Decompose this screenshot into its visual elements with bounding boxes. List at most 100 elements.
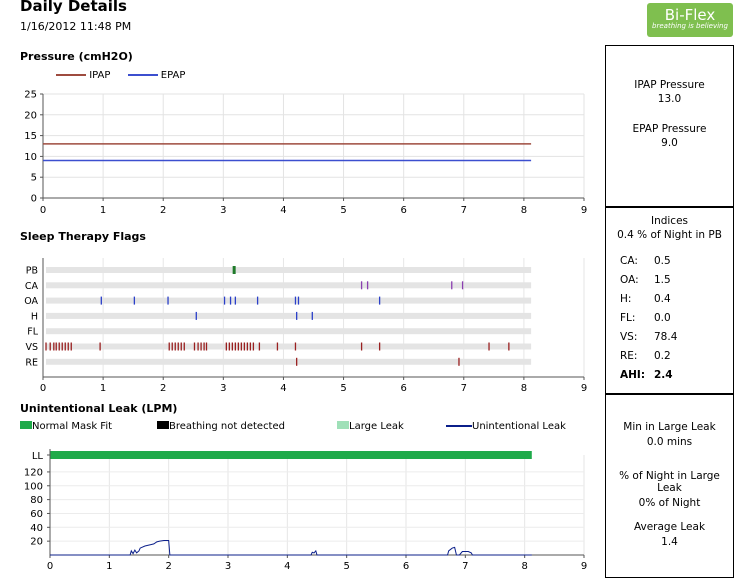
x-tick-label: 7: [462, 561, 468, 572]
x-tick-label: 3: [220, 205, 226, 216]
row-label-fl: FL: [27, 327, 38, 338]
index-value: 0.5: [654, 255, 671, 267]
legend-large-leak: Large Leak: [337, 421, 404, 432]
flag-event-oa: [234, 296, 237, 305]
y-tick-label: 5: [31, 173, 37, 184]
index-value: 78.4: [654, 331, 678, 343]
x-tick-label: 5: [343, 561, 349, 572]
flag-event-vs: [180, 342, 182, 351]
flag-event-vs: [99, 342, 101, 351]
y-tick-label: 20: [24, 110, 37, 121]
legend-unintentional-leak: Unintentional Leak: [446, 421, 566, 432]
logo-name: Bi-Flex: [664, 6, 716, 24]
flag-event-ca: [451, 281, 453, 290]
flag-event-oa: [223, 296, 226, 305]
flag-event-re: [296, 357, 298, 366]
index-row: FL: 0.0: [620, 312, 733, 324]
flag-event-vs: [177, 342, 179, 351]
ipap-legend-swatch: [56, 74, 86, 76]
row-band-oa: [46, 297, 532, 304]
normal-fit-swatch: [20, 421, 32, 429]
index-value: 0.0: [654, 312, 671, 324]
row-band-fl: [46, 328, 532, 335]
indices-panel: Indices 0.4 % of Night in PB CA: 0.5 OA: 1.…: [605, 206, 734, 395]
index-label: RE:: [620, 350, 638, 362]
indices-list: CA: 0.5 OA: 1.5 H: 0.4 FL: 0.0 VS: 78.4 RE: 0.2: [620, 255, 733, 362]
x-tick-label: 2: [160, 205, 166, 216]
row-band-h: [46, 312, 532, 319]
index-row: H: 0.4: [620, 293, 733, 305]
index-row: RE: 0.2: [620, 350, 733, 362]
flag-event-ca: [366, 281, 369, 290]
flag-event-vs: [225, 342, 227, 351]
pressure-summary-panel: IPAP Pressure 13.0 EPAP Pressure 9.0: [605, 45, 734, 207]
x-tick-label: 9: [581, 383, 587, 394]
y-tick-label: 0: [31, 194, 37, 205]
index-label: FL:: [620, 312, 636, 324]
index-value: 0.2: [654, 350, 671, 362]
flag-event-vs: [64, 342, 66, 351]
y-tick-label: 100: [24, 481, 43, 492]
index-row: OA: 1.5: [620, 274, 733, 286]
page-title: Daily Details: [20, 0, 127, 15]
flag-event-vs: [249, 342, 252, 351]
ipap-value: 13.0: [657, 93, 682, 105]
flag-event-vs: [55, 342, 57, 351]
x-tick-label: 4: [284, 561, 290, 572]
pb-percent: 0.4 % of Night in PB: [617, 229, 722, 241]
epap-legend-label: EPAP: [160, 70, 186, 81]
flag-event-re: [458, 357, 460, 366]
row-label-oa: OA: [24, 296, 38, 307]
flag-event-vs: [234, 342, 237, 351]
report-datetime: 1/16/2012 11:48 PM: [20, 20, 132, 33]
no-breath-swatch: [157, 421, 169, 429]
flag-event-ca: [360, 281, 363, 290]
legend-no-breath: Breathing not detected: [157, 421, 285, 432]
pressure-heading: Pressure (cmH2O): [20, 50, 133, 63]
unintentional-leak-line: [50, 539, 532, 556]
ahi-row: AHI: 2.4: [620, 369, 733, 381]
min-large-leak-label: Min in Large Leak: [623, 421, 716, 433]
flags-chart: PB CA OA H FL VS RE 0 1 2 3 4 5 6 7 8 9: [24, 258, 587, 394]
flag-event-vs: [228, 342, 230, 351]
row-band-vs: [46, 343, 532, 350]
index-row: CA: 0.5: [620, 255, 733, 267]
x-tick-label: 7: [461, 205, 467, 216]
min-large-leak-value: 0.0 mins: [646, 436, 693, 448]
unintentional-leak-label: Unintentional Leak: [472, 421, 566, 432]
flag-event-oa: [297, 296, 300, 305]
row-label-re: RE: [25, 357, 38, 368]
x-tick-label: 7: [461, 383, 467, 394]
pct-large-leak-value: 0% of Night: [638, 497, 701, 509]
pct-large-leak-label: % of Night in Large Leak: [619, 470, 720, 494]
row-band-ca: [46, 282, 532, 289]
flag-event-oa: [167, 296, 169, 305]
logo-tagline: breathing is believing: [652, 22, 728, 30]
flag-event-vs: [294, 342, 297, 351]
index-label: CA:: [620, 255, 638, 267]
x-tick-label: 3: [220, 383, 226, 394]
index-label: VS:: [620, 331, 638, 343]
row-label-pb: PB: [26, 266, 38, 277]
flag-event-h: [311, 311, 313, 320]
flag-event-vs: [508, 342, 510, 351]
y-tick-label: 60: [30, 509, 43, 520]
ipap-legend-label: IPAP: [89, 70, 111, 81]
flag-event-vs: [168, 342, 170, 351]
flag-event-vs: [276, 342, 279, 351]
flag-event-vs: [49, 342, 51, 351]
avg-leak-label: Average Leak: [633, 521, 706, 533]
flag-event-vs: [200, 342, 202, 351]
flag-event-vs: [378, 342, 381, 351]
flag-event-vs: [174, 342, 176, 351]
x-tick-label: 9: [581, 561, 587, 572]
y-tick-label: 25: [24, 90, 37, 101]
row-label-vs: VS: [25, 342, 38, 353]
flag-event-oa: [133, 296, 136, 305]
x-tick-label: 2: [160, 383, 166, 394]
x-tick-label: 1: [106, 561, 112, 572]
y-tick-label: 20: [30, 537, 43, 548]
pressure-legend: IPAP EPAP: [56, 70, 185, 81]
index-label: OA:: [620, 274, 639, 286]
y-tick-label: 10: [24, 152, 37, 163]
